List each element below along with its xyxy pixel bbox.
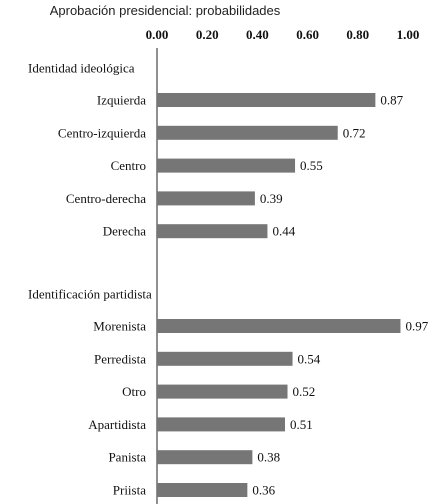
data-label: 0.52 xyxy=(293,384,316,399)
category-label: Centro-izquierda xyxy=(58,125,146,140)
bar xyxy=(157,224,268,239)
bar xyxy=(157,125,338,140)
group-label: Identificación partidista xyxy=(28,287,152,302)
category-label: Apartidista xyxy=(88,417,146,432)
data-label: 0.72 xyxy=(343,125,366,140)
data-label: 0.39 xyxy=(260,191,283,206)
x-tick-label: 0.60 xyxy=(296,27,319,42)
chart-title: Aprobación presidencial: probabilidades xyxy=(50,3,281,18)
bar-rows: Identidad ideológica Izquierda 0.87 Centro-… xyxy=(28,61,429,498)
bar xyxy=(157,384,288,399)
data-label: 0.36 xyxy=(252,483,275,498)
category-label: Perredista xyxy=(94,351,146,366)
x-tick-label: 0.00 xyxy=(146,27,169,42)
x-tick-label: 0.20 xyxy=(196,27,219,42)
category-label: Centro-derecha xyxy=(66,191,146,206)
data-label: 0.38 xyxy=(257,450,280,465)
x-tick-label: 0.40 xyxy=(246,27,269,42)
category-label: Derecha xyxy=(103,224,147,239)
data-label: 0.55 xyxy=(300,158,323,173)
category-label: Morenista xyxy=(93,319,146,334)
data-label: 0.54 xyxy=(298,351,321,366)
category-label: Izquierda xyxy=(97,93,146,108)
x-tick-label: 0.80 xyxy=(346,27,369,42)
data-label: 0.44 xyxy=(272,224,295,239)
bar xyxy=(157,319,401,333)
x-axis-ticks: 0.00 0.20 0.40 0.60 0.80 1.00 xyxy=(146,27,420,42)
data-label: 0.51 xyxy=(290,417,313,432)
category-label: Centro xyxy=(111,158,146,173)
bar xyxy=(157,158,296,173)
bar xyxy=(157,93,376,107)
bar xyxy=(157,191,255,206)
bar xyxy=(157,483,248,497)
bar xyxy=(157,417,286,432)
bar xyxy=(157,351,293,366)
category-label: Otro xyxy=(122,384,146,399)
category-label: Panista xyxy=(108,450,146,465)
x-tick-label: 1.00 xyxy=(397,27,420,42)
category-label: Priista xyxy=(113,483,146,498)
group-label: Identidad ideológica xyxy=(28,61,135,76)
bar xyxy=(157,450,253,465)
data-label: 0.87 xyxy=(380,93,403,108)
data-label: 0.97 xyxy=(405,319,428,334)
